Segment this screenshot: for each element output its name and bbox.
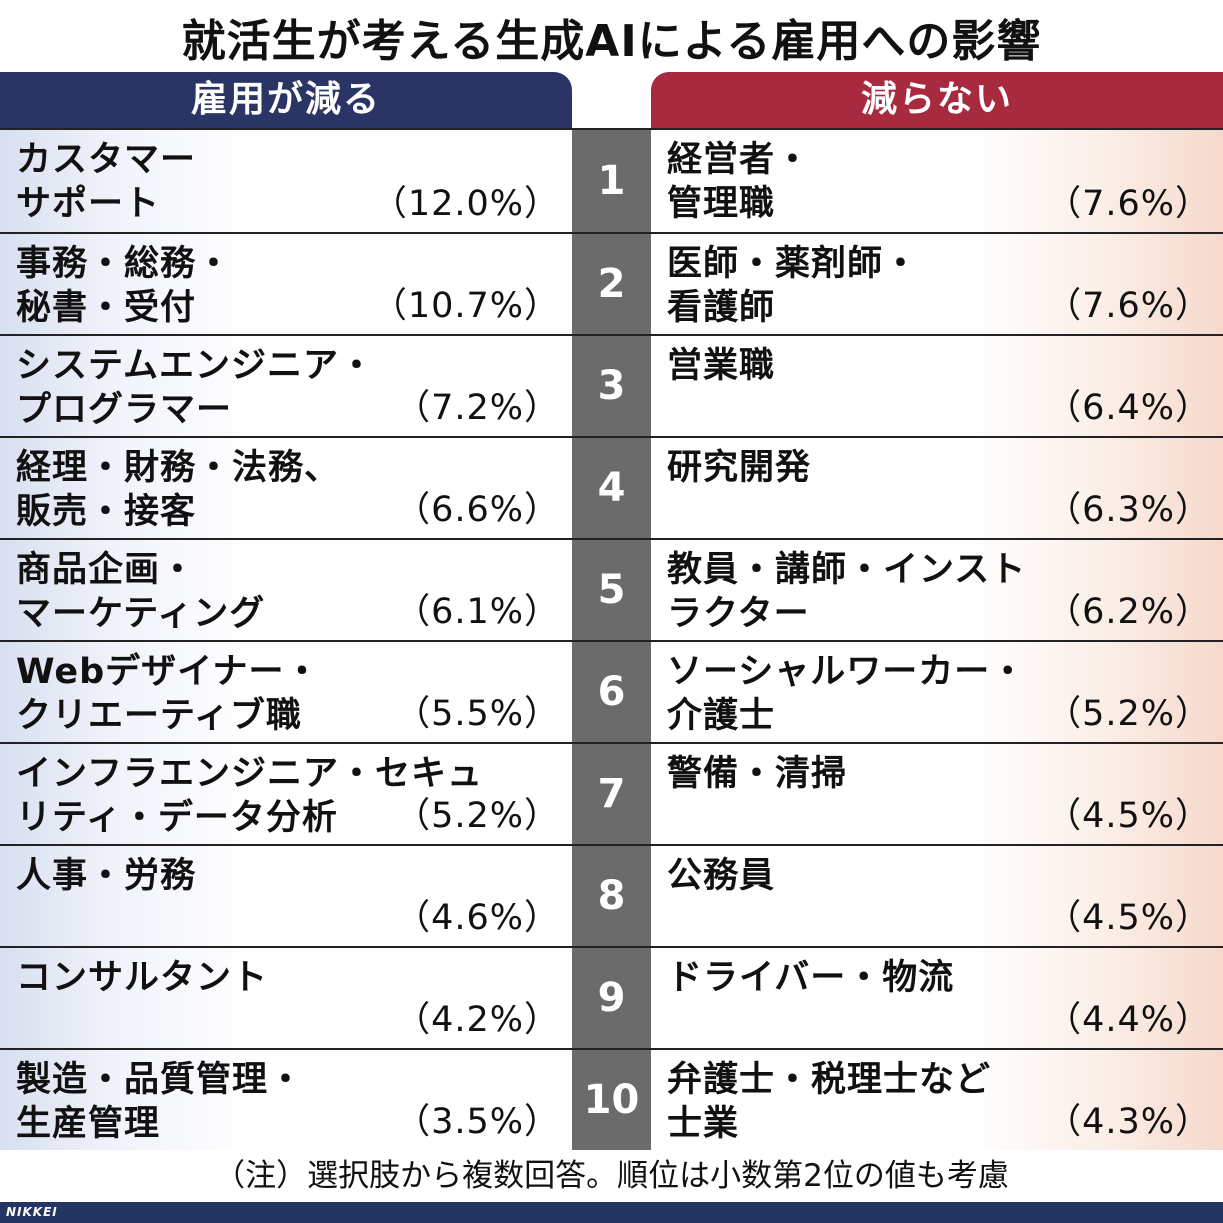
- decrease-cell: インフラエンジニア・セキュ リティ・データ分析 （5.2%）: [0, 744, 572, 844]
- rank-number: 10: [572, 1050, 651, 1150]
- no-decrease-cell: 公務員 （4.5%）: [651, 846, 1223, 946]
- table-row: システムエンジニア・ プログラマー （7.2%） 3 営業職 （6.4%）: [0, 334, 1223, 436]
- decrease-percent: （5.2%）: [395, 796, 560, 836]
- no-decrease-job-label: ドライバー・物流: [667, 958, 955, 998]
- decrease-percent: （7.2%）: [395, 388, 560, 428]
- no-decrease-cell: 警備・清掃 （4.5%）: [651, 744, 1223, 844]
- header-no-decrease: 減らない: [651, 72, 1223, 128]
- rank-number: 6: [572, 642, 651, 742]
- no-decrease-job-label: 経営者・ 管理職: [667, 140, 812, 224]
- rank-number: 5: [572, 540, 651, 640]
- decrease-percent: （4.2%）: [395, 1000, 560, 1040]
- rank-number: 4: [572, 438, 651, 538]
- decrease-percent: （10.7%）: [371, 286, 560, 326]
- decrease-percent: （6.6%）: [395, 490, 560, 530]
- table-row: 商品企画・ マーケティング （6.1%） 5 教員・講師・インスト ラクター （6.2%…: [0, 538, 1223, 640]
- decrease-job-label: 人事・労務: [16, 856, 197, 896]
- no-decrease-cell: 営業職 （6.4%）: [651, 336, 1223, 436]
- rank-number: 7: [572, 744, 651, 844]
- no-decrease-cell: 経営者・ 管理職 （7.6%）: [651, 130, 1223, 232]
- decrease-job-label: 商品企画・ マーケティング: [16, 550, 266, 634]
- no-decrease-cell: ドライバー・物流 （4.4%）: [651, 948, 1223, 1048]
- decrease-job-label: コンサルタント: [16, 958, 269, 998]
- decrease-cell: 商品企画・ マーケティング （6.1%）: [0, 540, 572, 640]
- decrease-cell: Webデザイナー・ クリエーティブ職 （5.5%）: [0, 642, 572, 742]
- footnote: （注）選択肢から複数回答。順位は小数第2位の値も考慮: [214, 1158, 1009, 1194]
- no-decrease-percent: （4.4%）: [1046, 1000, 1211, 1040]
- table-row: 経理・財務・法務、 販売・接客 （6.6%） 4 研究開発 （6.3%）: [0, 436, 1223, 538]
- no-decrease-percent: （7.6%）: [1046, 286, 1211, 326]
- decrease-job-label: 事務・総務・ 秘書・受付: [16, 244, 233, 328]
- no-decrease-job-label: 公務員: [667, 856, 776, 896]
- no-decrease-cell: 研究開発 （6.3%）: [651, 438, 1223, 538]
- decrease-cell: 事務・総務・ 秘書・受付 （10.7%）: [0, 234, 572, 334]
- no-decrease-cell: 教員・講師・インスト ラクター （6.2%）: [651, 540, 1223, 640]
- rank-number: 1: [572, 130, 651, 232]
- table-row: 人事・労務 （4.6%） 8 公務員 （4.5%）: [0, 844, 1223, 946]
- decrease-percent: （5.5%）: [395, 694, 560, 734]
- no-decrease-percent: （6.2%）: [1046, 592, 1211, 632]
- header-decrease: 雇用が減る: [0, 72, 572, 128]
- decrease-cell: 経理・財務・法務、 販売・接客 （6.6%）: [0, 438, 572, 538]
- table-row: 製造・品質管理・ 生産管理 （3.5%） 10 弁護士・税理士など 士業 （4.3%）: [0, 1048, 1223, 1150]
- no-decrease-cell: 医師・薬剤師・ 看護師 （7.6%）: [651, 234, 1223, 334]
- footer-bar: NIKKEI: [0, 1202, 1223, 1223]
- no-decrease-job-label: 医師・薬剤師・ 看護師: [667, 244, 920, 328]
- table-row: コンサルタント （4.2%） 9 ドライバー・物流 （4.4%）: [0, 946, 1223, 1048]
- decrease-job-label: 経理・財務・法務、 販売・接客: [16, 448, 341, 532]
- rank-number: 3: [572, 336, 651, 436]
- rank-number: 2: [572, 234, 651, 334]
- decrease-job-label: カスタマー サポート: [16, 140, 197, 224]
- no-decrease-percent: （4.3%）: [1046, 1102, 1211, 1142]
- no-decrease-cell: ソーシャルワーカー・ 介護士 （5.2%）: [651, 642, 1223, 742]
- no-decrease-percent: （6.4%）: [1046, 388, 1211, 428]
- no-decrease-job-label: 教員・講師・インスト ラクター: [667, 550, 1027, 634]
- table-row: カスタマー サポート （12.0%） 1 経営者・ 管理職 （7.6%）: [0, 130, 1223, 232]
- decrease-percent: （3.5%）: [395, 1102, 560, 1142]
- rank-number: 8: [572, 846, 651, 946]
- decrease-cell: システムエンジニア・ プログラマー （7.2%）: [0, 336, 572, 436]
- decrease-cell: 製造・品質管理・ 生産管理 （3.5%）: [0, 1050, 572, 1150]
- decrease-percent: （4.6%）: [395, 898, 560, 938]
- no-decrease-percent: （7.6%）: [1046, 184, 1211, 224]
- no-decrease-percent: （6.3%）: [1046, 490, 1211, 530]
- rank-number: 9: [572, 948, 651, 1048]
- table-row: Webデザイナー・ クリエーティブ職 （5.5%） 6 ソーシャルワーカー・ 介護士 （…: [0, 640, 1223, 742]
- no-decrease-job-label: 弁護士・税理士など 士業: [667, 1060, 992, 1144]
- table-row: 事務・総務・ 秘書・受付 （10.7%） 2 医師・薬剤師・ 看護師 （7.6%）: [0, 232, 1223, 334]
- no-decrease-percent: （4.5%）: [1046, 898, 1211, 938]
- decrease-percent: （6.1%）: [395, 592, 560, 632]
- no-decrease-percent: （5.2%）: [1046, 694, 1211, 734]
- decrease-job-label: システムエンジニア・ プログラマー: [16, 346, 375, 430]
- decrease-percent: （12.0%）: [371, 184, 560, 224]
- no-decrease-job-label: 警備・清掃: [667, 754, 848, 794]
- decrease-job-label: インフラエンジニア・セキュ リティ・データ分析: [16, 754, 483, 838]
- decrease-job-label: Webデザイナー・ クリエーティブ職: [16, 652, 321, 736]
- decrease-cell: 人事・労務 （4.6%）: [0, 846, 572, 946]
- no-decrease-job-label: 研究開発: [667, 448, 812, 488]
- decrease-cell: カスタマー サポート （12.0%）: [0, 130, 572, 232]
- no-decrease-job-label: ソーシャルワーカー・ 介護士: [667, 652, 1027, 736]
- chart-title: 就活生が考える生成AIによる雇用への影響: [181, 16, 1042, 67]
- table-row: インフラエンジニア・セキュ リティ・データ分析 （5.2%） 7 警備・清掃 （4.5%…: [0, 742, 1223, 844]
- nikkei-logo: NIKKEI: [6, 1205, 58, 1219]
- decrease-cell: コンサルタント （4.2%）: [0, 948, 572, 1048]
- decrease-job-label: 製造・品質管理・ 生産管理: [16, 1060, 305, 1144]
- no-decrease-cell: 弁護士・税理士など 士業 （4.3%）: [651, 1050, 1223, 1150]
- ranking-table: カスタマー サポート （12.0%） 1 経営者・ 管理職 （7.6%） 事務・総務・ 秘…: [0, 128, 1223, 1150]
- no-decrease-job-label: 営業職: [667, 346, 776, 386]
- no-decrease-percent: （4.5%）: [1046, 796, 1211, 836]
